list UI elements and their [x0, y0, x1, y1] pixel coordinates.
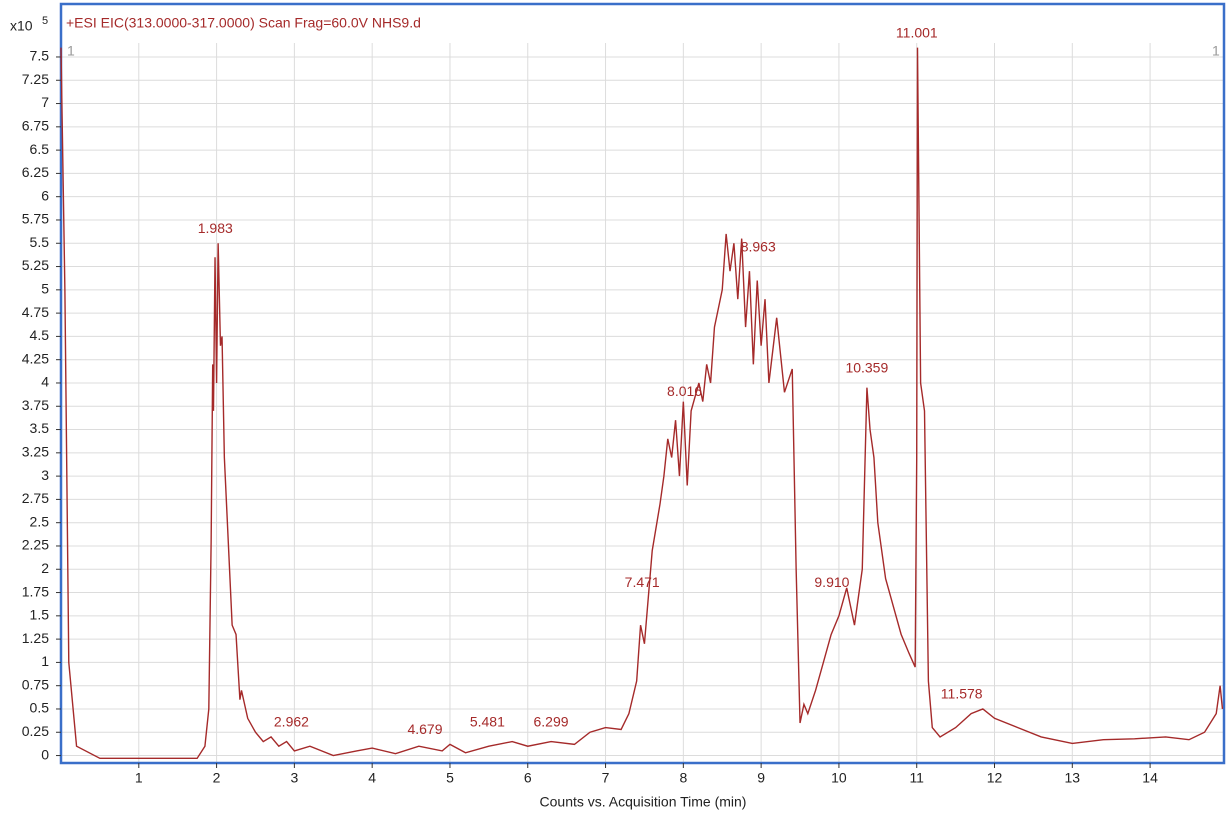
y-multiplier-exponent: 5: [42, 15, 48, 27]
x-tick-label: 10: [831, 770, 847, 786]
peak-label: 8.016: [667, 383, 702, 399]
y-tick-label: 3.25: [22, 444, 49, 460]
chart-title: +ESI EIC(313.0000-317.0000) Scan Frag=60…: [66, 15, 421, 31]
y-tick-label: 2.25: [22, 537, 49, 553]
y-tick-label: 4: [41, 374, 49, 390]
cursor-label: 1: [67, 43, 75, 59]
cursor-label: 1: [1212, 43, 1220, 59]
x-tick-label: 9: [757, 770, 765, 786]
y-tick-label: 5.25: [22, 257, 49, 273]
y-tick-label: 4.75: [22, 304, 49, 320]
x-tick-label: 1: [135, 770, 143, 786]
x-tick-label: 12: [987, 770, 1003, 786]
x-tick-label: 4: [368, 770, 376, 786]
y-multiplier: x10: [10, 18, 33, 34]
y-tick-label: 4.25: [22, 350, 49, 366]
y-tick-label: 0: [41, 746, 49, 762]
y-tick-label: 1.5: [30, 607, 50, 623]
y-tick-label: 6.75: [22, 118, 49, 134]
y-tick-label: 5.5: [30, 234, 50, 250]
y-tick-label: 2.5: [30, 513, 50, 529]
peak-label: 1.983: [198, 220, 233, 236]
y-tick-label: 2: [41, 560, 49, 576]
plot-frame: [59, 2, 1226, 765]
y-tick-label: 1.75: [22, 583, 49, 599]
y-tick-label: 5: [41, 281, 49, 297]
y-tick-label: 2.75: [22, 490, 49, 506]
y-tick-label: 7.25: [22, 71, 49, 87]
y-tick-label: 3: [41, 467, 49, 483]
x-tick-label: 3: [290, 770, 298, 786]
peak-label: 10.359: [845, 360, 888, 376]
y-tick-label: 6.5: [30, 141, 50, 157]
y-tick-label: 3.5: [30, 420, 50, 436]
peak-label: 9.910: [814, 574, 849, 590]
y-tick-label: 1.25: [22, 630, 49, 646]
peak-label: 6.299: [533, 714, 568, 730]
peak-label: 7.471: [625, 574, 660, 590]
x-tick-label: 7: [602, 770, 610, 786]
x-tick-label: 14: [1142, 770, 1158, 786]
peak-label: 2.962: [274, 714, 309, 730]
y-tick-label: 1: [41, 653, 49, 669]
x-tick-label: 6: [524, 770, 532, 786]
y-tick-label: 6: [41, 187, 49, 203]
data-line: [60, 47, 1224, 760]
y-tick-label: 5.75: [22, 211, 49, 227]
x-tick-label: 13: [1065, 770, 1081, 786]
x-tick-label: 2: [213, 770, 221, 786]
peak-label: 8.963: [741, 239, 776, 255]
x-tick-label: 8: [679, 770, 687, 786]
y-tick-label: 0.75: [22, 676, 49, 692]
y-tick-label: 6.25: [22, 164, 49, 180]
x-axis-label: Counts vs. Acquisition Time (min): [540, 794, 747, 810]
x-tick-label: 11: [909, 770, 924, 786]
peak-label: 5.481: [470, 714, 505, 730]
y-tick-label: 7.5: [30, 48, 50, 64]
y-tick-label: 7: [41, 94, 49, 110]
peak-label: 11.001: [896, 24, 938, 40]
y-tick-label: 3.75: [22, 397, 49, 413]
y-tick-label: 4.5: [30, 327, 50, 343]
peak-label: 11.578: [941, 686, 983, 702]
y-tick-label: 0.5: [30, 700, 50, 716]
peak-label: 4.679: [407, 721, 442, 737]
x-tick-label: 5: [446, 770, 454, 786]
y-tick-label: 0.25: [22, 723, 49, 739]
